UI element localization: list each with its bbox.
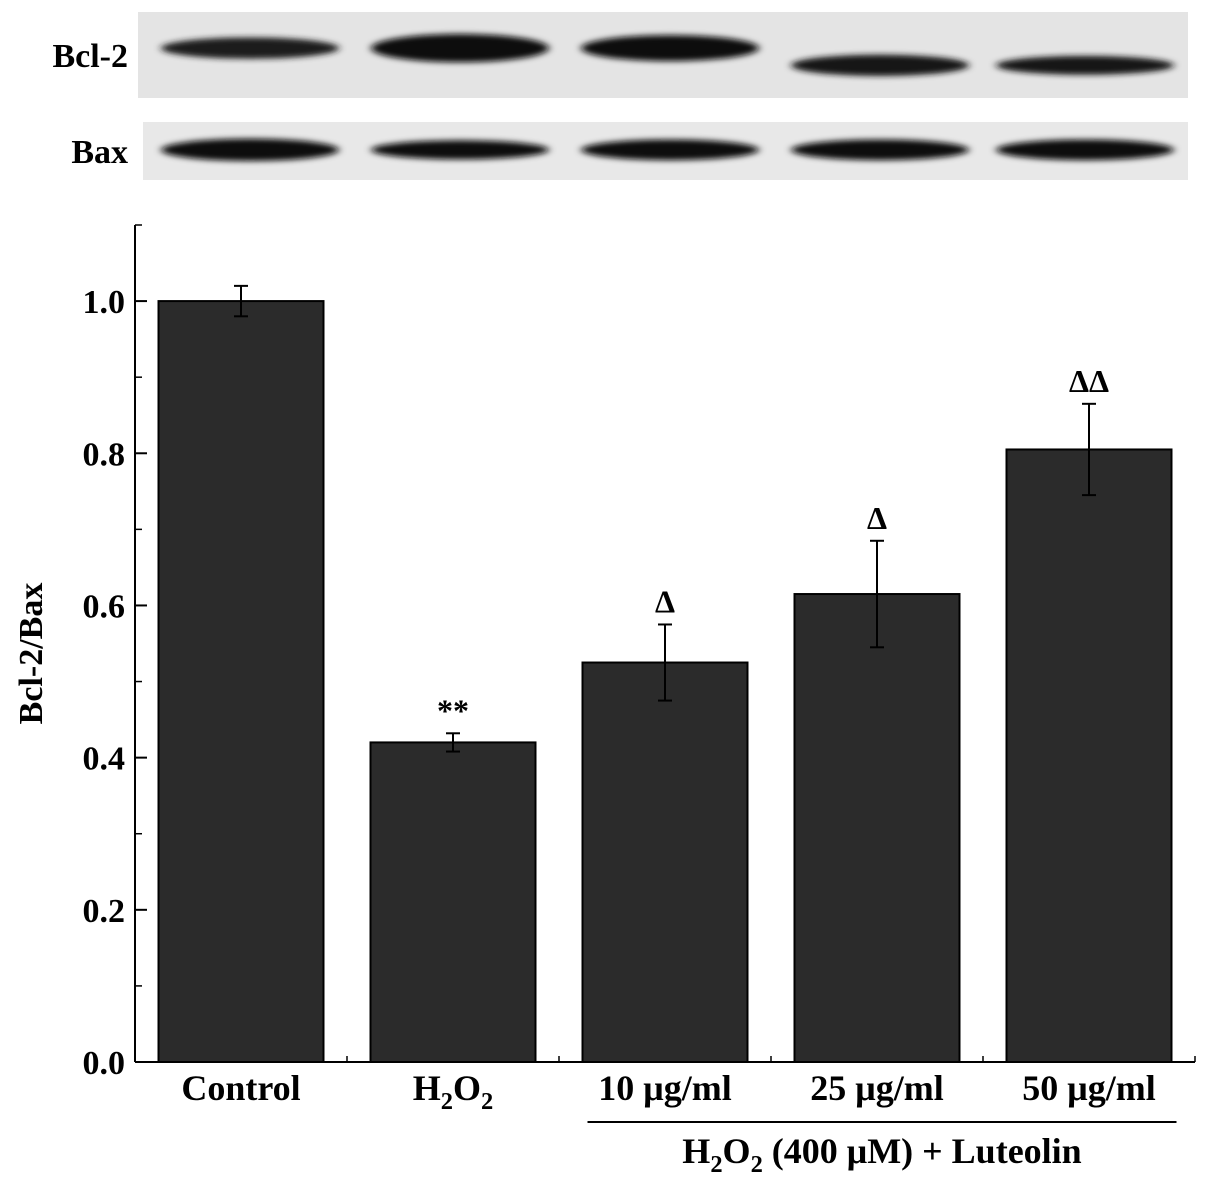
bar-2 <box>369 741 537 1063</box>
bar-chart: 0.0 0.2 0.4 0.6 0.8 1.0 Bcl-2/Bax Control ** H2O2… <box>13 224 1196 1178</box>
blot-band <box>996 139 1174 161</box>
y-tick-label: 0.2 <box>83 893 126 930</box>
blot-band <box>996 55 1174 75</box>
blot-label: Bcl-2 <box>52 38 128 75</box>
blot-row-bax: Bax <box>71 122 1188 180</box>
x-tick-label-4: 25 μg/ml <box>810 1068 943 1108</box>
x-tick-label-2: H2O2 <box>413 1068 494 1115</box>
blot-row-bcl-2: Bcl-2 <box>52 12 1188 98</box>
group-label: H2O2 (400 μM) + Luteolin <box>682 1131 1081 1178</box>
y-tick-label: 0.0 <box>83 1045 126 1082</box>
blot-band <box>791 54 969 76</box>
bar-5 <box>1005 448 1173 1063</box>
x-tick-label-3: 10 μg/ml <box>598 1068 731 1108</box>
blot-band <box>161 37 339 59</box>
bar-1 <box>157 300 325 1064</box>
bar-4 <box>793 593 961 1063</box>
blot-band <box>581 35 759 62</box>
y-tick-label: 0.4 <box>83 741 126 778</box>
western-blot-panel: Bcl-2 Bax <box>52 12 1188 180</box>
error-bar-4 <box>870 539 884 649</box>
y-tick-label: 1.0 <box>83 284 126 321</box>
blot-band <box>581 139 759 161</box>
blot-label: Bax <box>71 134 128 171</box>
x-tick-label-1: Control <box>181 1068 300 1108</box>
significance-marker-5: ΔΔ <box>1069 363 1109 399</box>
blot-band <box>161 138 339 162</box>
blot-band <box>371 33 549 63</box>
significance-marker-3: Δ <box>655 583 675 619</box>
x-tick-label-5: 50 μg/ml <box>1022 1068 1155 1108</box>
y-tick-label: 0.8 <box>83 436 126 473</box>
error-bar-1 <box>234 284 248 318</box>
blot-band <box>791 139 969 161</box>
significance-marker-2: ** <box>437 692 469 728</box>
blot-band <box>371 140 549 160</box>
y-axis-label: Bcl-2/Bax <box>13 583 50 725</box>
error-bar-5 <box>1082 402 1096 497</box>
error-bar-3 <box>658 623 672 702</box>
y-tick-label: 0.6 <box>83 588 126 625</box>
error-bar-2 <box>446 732 460 753</box>
bar-3 <box>581 661 749 1063</box>
significance-marker-4: Δ <box>867 500 887 536</box>
